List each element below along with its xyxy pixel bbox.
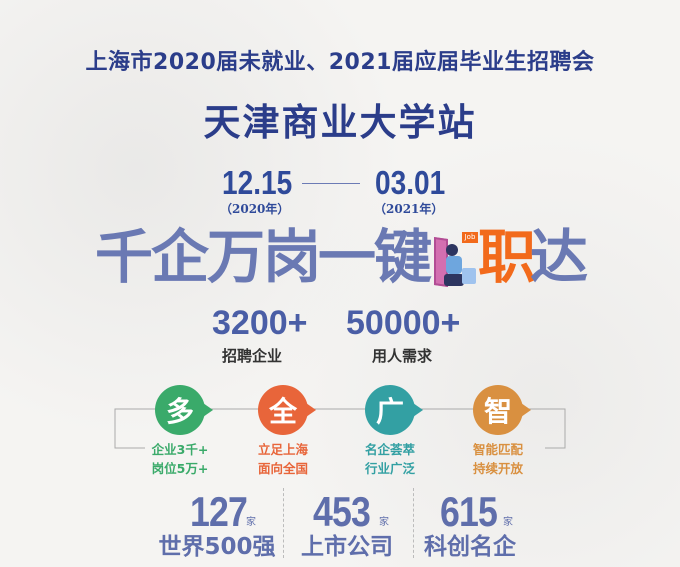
feature-badge-smart: 智 bbox=[473, 385, 531, 435]
companies-count: 3200+ bbox=[212, 304, 308, 342]
job-seeker-illustration: Job bbox=[432, 232, 480, 292]
companies-label: 招聘企业 bbox=[222, 347, 283, 365]
slogan-part3: 职 bbox=[478, 223, 536, 291]
tech-unit: 家 bbox=[503, 517, 513, 528]
venue-title: 天津商业大学站 bbox=[203, 101, 477, 144]
fortune500-count: 127 bbox=[190, 488, 248, 535]
feature-text-many: 企业3千+ 岗位5万+ bbox=[151, 442, 209, 476]
jobs-count: 50000+ bbox=[346, 304, 461, 342]
start-date: 12.15 bbox=[222, 164, 293, 201]
listed-label: 上市公司 bbox=[301, 534, 393, 560]
slogan-part2: 一键 bbox=[318, 223, 432, 291]
date-separator bbox=[302, 183, 360, 184]
tech-label: 科创名企 bbox=[424, 534, 516, 560]
event-title: 上海市2020届未就业、2021届应届毕业生招聘会 bbox=[85, 50, 595, 75]
job-badge: Job bbox=[462, 232, 478, 243]
tech-count: 615 bbox=[440, 488, 498, 535]
feature-text-smart: 智能匹配 持续开放 bbox=[472, 442, 523, 476]
stat-divider bbox=[283, 488, 284, 558]
listed-unit: 家 bbox=[379, 517, 389, 528]
feature-badge-many: 多 bbox=[155, 385, 213, 435]
fortune500-unit: 家 bbox=[246, 517, 256, 528]
feature-text-broad: 名企荟萃 行业广泛 bbox=[364, 442, 415, 476]
stat-divider bbox=[413, 488, 414, 558]
feature-badge-broad: 广 bbox=[365, 385, 423, 435]
feature-text-complete: 立足上海 面向全国 bbox=[257, 442, 308, 476]
start-year: （2020年） bbox=[220, 202, 290, 216]
jobs-label: 用人需求 bbox=[372, 347, 433, 365]
end-year: （2021年） bbox=[374, 202, 444, 216]
feature-badge-complete: 全 bbox=[258, 385, 316, 435]
slogan-part4: 达 bbox=[530, 223, 588, 291]
slogan-part1: 千企万岗 bbox=[95, 223, 321, 291]
fortune500-label: 世界500强 bbox=[158, 534, 276, 560]
end-date: 03.01 bbox=[375, 164, 446, 201]
listed-count: 453 bbox=[313, 488, 371, 535]
